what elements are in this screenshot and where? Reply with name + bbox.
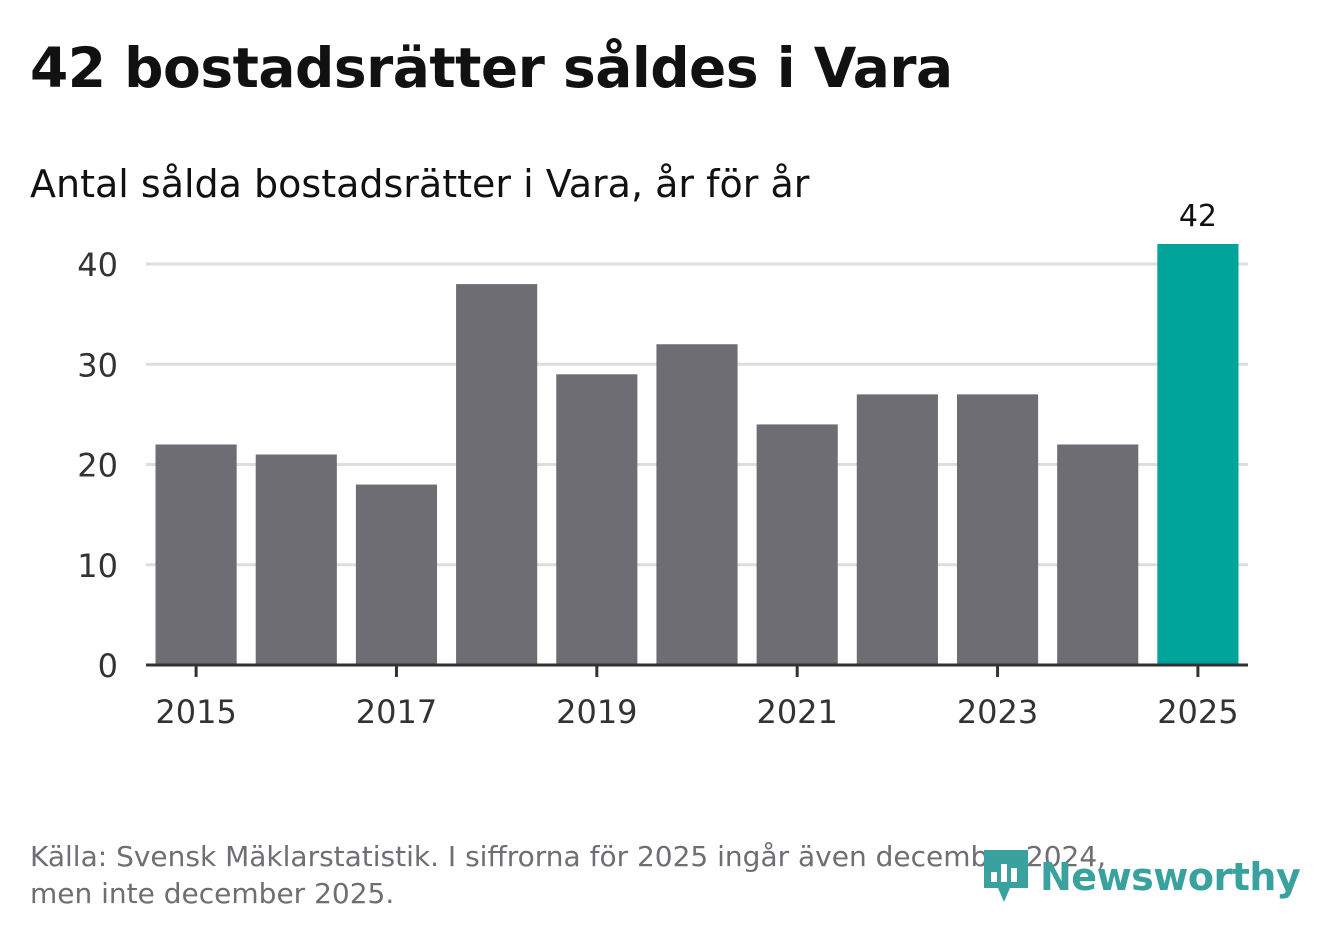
bar-2019	[556, 374, 638, 665]
source-line-1: Källa: Svensk Mäklarstatistik. I siffror…	[30, 840, 1107, 873]
y-tick-label: 30	[77, 346, 118, 384]
x-tick-label: 2023	[957, 693, 1038, 731]
y-tick-label: 40	[77, 246, 118, 284]
y-tick-label: 20	[77, 447, 118, 485]
bar-2025	[1157, 244, 1239, 665]
x-tick-label: 2017	[356, 693, 437, 731]
bar-2021	[756, 424, 838, 665]
newsworthy-logo-text: Newsworthy	[1040, 855, 1301, 899]
bar-2024	[1057, 444, 1139, 665]
x-tick-label: 2025	[1157, 693, 1238, 731]
source-note: Källa: Svensk Mäklarstatistik. I siffror…	[30, 838, 1240, 912]
source-line-2: men inte december 2025.	[30, 877, 395, 910]
bar-chart: 0 10 20 30 40 42 2015 2017 2019 2021 2023 2025	[77, 199, 1248, 731]
x-tick-label: 2019	[556, 693, 637, 731]
y-tick-label: 0	[98, 647, 118, 685]
newsworthy-logo-icon	[984, 850, 1028, 902]
y-tick-label: 10	[77, 547, 118, 585]
bar-2016	[255, 454, 337, 665]
bar-2020	[656, 344, 738, 665]
chart-subtitle: Antal sålda bostadsrätter i Vara, år för…	[30, 162, 810, 206]
bar-2022	[856, 394, 938, 665]
x-tick-label: 2015	[155, 693, 236, 731]
chart-title: 42 bostadsrätter såldes i Vara	[30, 36, 953, 100]
x-tick-label: 2021	[756, 693, 837, 731]
bar-2015	[155, 444, 237, 665]
bar-2017	[355, 484, 438, 665]
data-label: 42	[1179, 199, 1217, 234]
bar-2023	[956, 394, 1039, 665]
bar-2018	[456, 284, 538, 665]
newsworthy-logo: Newsworthy	[980, 846, 1301, 908]
